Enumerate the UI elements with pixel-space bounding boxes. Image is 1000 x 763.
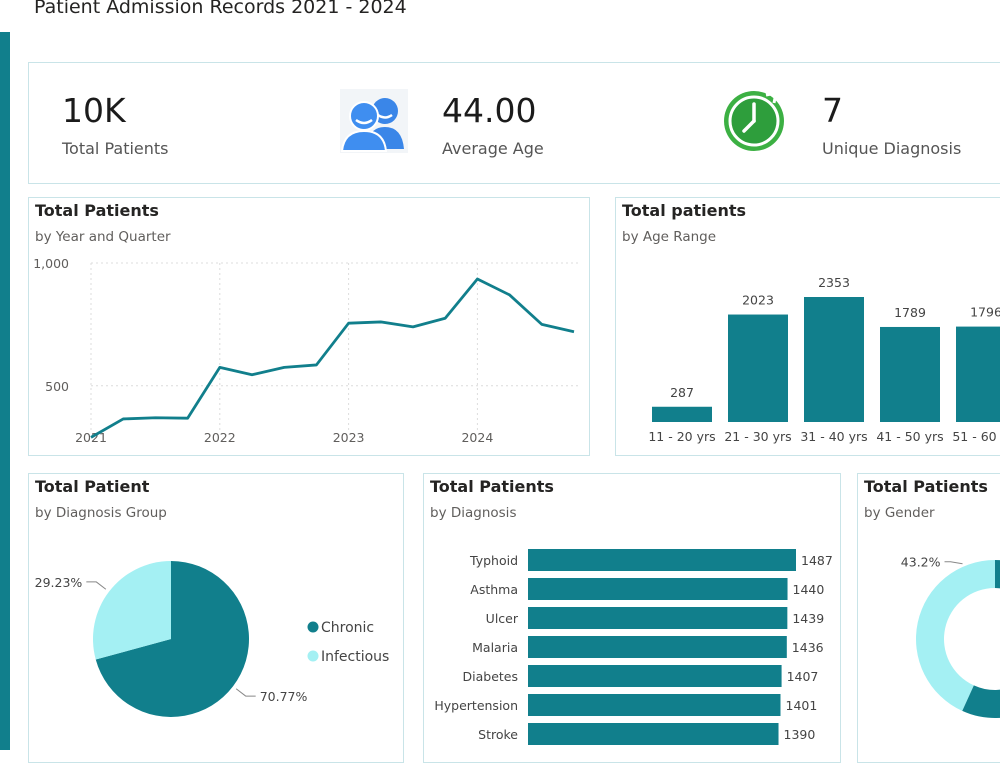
diagnosis-chart-subtitle: by Diagnosis	[430, 505, 517, 521]
kpi-card: 10K Total Patients 44.00 Average Age 7 U…	[28, 62, 1000, 184]
bar	[528, 578, 788, 600]
x-tick-label: 2024	[461, 430, 493, 445]
category-label: 41 - 50 yrs	[876, 429, 943, 444]
bar	[804, 297, 864, 422]
bar	[528, 549, 796, 571]
bar	[528, 636, 787, 658]
diagnosis-bar-chart-card: Total Patients by Diagnosis Typhoid 1487 A…	[423, 473, 841, 763]
data-label: 1436	[792, 640, 824, 655]
bar	[528, 723, 779, 745]
line-chart-card: Total Patients by Year and Quarter 1,000…	[28, 197, 590, 456]
leader-line	[235, 688, 256, 697]
kpi-average-age-value: 44.00	[442, 91, 537, 130]
legend-marker	[307, 621, 319, 633]
diagnosis-group-pie-card: Total Patient by Diagnosis Group 70.77% C…	[28, 473, 404, 763]
kpi-total-patients-label: Total Patients	[62, 139, 169, 158]
data-label: 1439	[792, 611, 824, 626]
legend-marker	[307, 650, 319, 662]
category-label: Ulcer	[486, 611, 519, 626]
diagnosis-bar-chart: Typhoid 1487 Asthma 1440 Ulcer 1439 Malaria 143…	[434, 549, 833, 745]
donut-slice	[916, 560, 995, 711]
data-label: 1789	[894, 305, 926, 320]
slice-label: 43.2%	[901, 555, 941, 570]
data-label: 287	[670, 385, 694, 400]
age-bar-chart: 287 11 - 20 yrs 2023 21 - 30 yrs 2353 31 - 40…	[648, 275, 1000, 444]
data-label: 1796	[970, 305, 1000, 320]
x-tick-label: 2023	[333, 430, 365, 445]
bar	[728, 314, 788, 422]
gender-chart-title: Total Patients	[864, 477, 988, 496]
legend-label: Chronic	[321, 620, 374, 636]
page-title: Patient Admission Records 2021 - 2024	[34, 0, 407, 18]
diagnosis-chart-title: Total Patients	[430, 477, 554, 496]
category-label: Diabetes	[463, 669, 519, 684]
gender-donut-card: Total Patients by Gender 43.2%	[857, 473, 1000, 763]
age-chart-title: Total patients	[622, 201, 747, 220]
legend-label: Infectious	[321, 649, 389, 665]
people-icon	[340, 89, 408, 153]
data-label: 2023	[742, 293, 774, 308]
leader-line	[86, 581, 107, 590]
slice-label: 70.77%	[260, 689, 308, 704]
gender-chart-subtitle: by Gender	[864, 505, 935, 521]
data-label: 2353	[818, 275, 850, 290]
line-chart-subtitle: by Year and Quarter	[35, 229, 171, 245]
pie-chart-subtitle: by Diagnosis Group	[35, 505, 167, 521]
series-line	[90, 277, 575, 439]
bar	[652, 406, 712, 422]
category-label: Stroke	[478, 727, 518, 742]
bar	[956, 326, 1000, 422]
category-label: Malaria	[472, 640, 518, 655]
left-accent-bar	[0, 32, 10, 750]
category-label: Typhoid	[469, 553, 518, 568]
donut-slice	[962, 560, 1000, 718]
kpi-unique-diagnosis-value: 7	[822, 91, 843, 130]
kpi-average-age-label: Average Age	[442, 139, 544, 158]
bar	[880, 326, 940, 422]
kpi-unique-diagnosis-label: Unique Diagnosis	[822, 139, 962, 158]
gender-donut-chart: 43.2%	[901, 555, 1000, 718]
y-tick-label: 1,000	[33, 256, 69, 271]
age-bar-chart-card: Total patients by Age Range 287 11 - 20 y…	[615, 197, 1000, 456]
category-label: 51 - 60 yrs	[952, 429, 1000, 444]
category-label: 31 - 40 yrs	[800, 429, 867, 444]
data-label: 1487	[801, 553, 833, 568]
category-label: Hypertension	[434, 698, 518, 713]
bar	[528, 607, 788, 629]
pie-slice	[93, 561, 171, 660]
pie-chart-title: Total Patient	[35, 477, 150, 496]
data-label: 1390	[784, 727, 816, 742]
data-label: 1401	[786, 698, 818, 713]
pie-slice	[95, 561, 250, 717]
line-chart-title: Total Patients	[35, 201, 159, 220]
data-label: 1440	[793, 582, 825, 597]
slice-label: 29.23%	[35, 575, 83, 590]
age-chart-subtitle: by Age Range	[622, 229, 717, 245]
leader-line	[944, 561, 963, 565]
data-label: 1407	[787, 669, 819, 684]
category-label: Asthma	[470, 582, 518, 597]
y-tick-label: 500	[45, 379, 69, 394]
bar	[528, 665, 782, 687]
clock-icon	[724, 91, 784, 151]
category-label: 11 - 20 yrs	[648, 429, 715, 444]
x-tick-label: 2022	[204, 430, 236, 445]
bar	[528, 694, 781, 716]
kpi-total-patients-value: 10K	[62, 91, 126, 130]
category-label: 21 - 30 yrs	[724, 429, 791, 444]
diagnosis-group-pie-chart: 70.77% Chronic 29.23% Infectious	[35, 561, 389, 717]
